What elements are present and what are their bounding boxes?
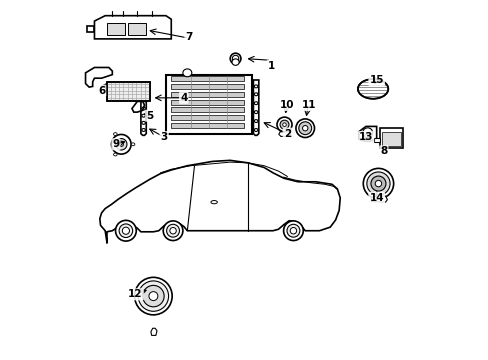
Ellipse shape xyxy=(119,224,132,238)
Bar xyxy=(171,115,244,120)
Ellipse shape xyxy=(280,120,288,129)
Ellipse shape xyxy=(119,142,123,147)
Bar xyxy=(171,92,244,97)
Text: 8: 8 xyxy=(379,147,386,157)
Bar xyxy=(171,84,244,89)
Ellipse shape xyxy=(231,59,239,65)
Polygon shape xyxy=(373,138,380,143)
Text: 9: 9 xyxy=(112,139,119,149)
Text: 3: 3 xyxy=(160,132,167,142)
Ellipse shape xyxy=(286,224,299,237)
Bar xyxy=(381,132,400,146)
Text: 11: 11 xyxy=(301,100,315,110)
Ellipse shape xyxy=(113,153,117,156)
Ellipse shape xyxy=(302,126,307,131)
Text: 2: 2 xyxy=(283,129,290,139)
Ellipse shape xyxy=(111,134,131,154)
Ellipse shape xyxy=(131,143,135,146)
Bar xyxy=(171,108,244,112)
Ellipse shape xyxy=(134,277,172,315)
Ellipse shape xyxy=(298,122,311,135)
Polygon shape xyxy=(370,196,386,202)
Ellipse shape xyxy=(230,53,241,64)
Ellipse shape xyxy=(210,201,217,204)
Bar xyxy=(165,75,251,134)
Ellipse shape xyxy=(295,119,314,138)
Ellipse shape xyxy=(290,228,296,234)
Text: 13: 13 xyxy=(358,132,372,142)
Ellipse shape xyxy=(183,69,191,77)
Ellipse shape xyxy=(115,220,136,241)
Text: 14: 14 xyxy=(368,193,383,203)
Ellipse shape xyxy=(282,123,285,126)
Bar xyxy=(171,100,244,105)
Bar xyxy=(128,23,146,35)
Text: 5: 5 xyxy=(146,111,153,121)
Ellipse shape xyxy=(122,227,129,234)
Bar xyxy=(107,23,124,35)
Bar xyxy=(171,123,244,128)
Bar xyxy=(107,82,149,102)
Text: 6: 6 xyxy=(98,86,105,96)
Polygon shape xyxy=(151,328,157,336)
Ellipse shape xyxy=(366,172,389,195)
Bar xyxy=(107,82,149,102)
Text: 15: 15 xyxy=(368,75,383,85)
Ellipse shape xyxy=(370,176,385,191)
Text: 7: 7 xyxy=(185,32,192,42)
Ellipse shape xyxy=(149,292,158,301)
Ellipse shape xyxy=(163,221,183,240)
Text: 12: 12 xyxy=(128,289,142,299)
Ellipse shape xyxy=(374,180,381,187)
Ellipse shape xyxy=(166,224,179,237)
Bar xyxy=(171,76,244,81)
Ellipse shape xyxy=(169,228,176,234)
Text: 1: 1 xyxy=(267,61,274,71)
Polygon shape xyxy=(278,132,290,136)
Bar xyxy=(380,128,403,148)
Text: 4: 4 xyxy=(180,93,187,103)
Polygon shape xyxy=(358,126,376,141)
Ellipse shape xyxy=(115,139,127,150)
Ellipse shape xyxy=(276,117,291,132)
Ellipse shape xyxy=(283,221,303,240)
Ellipse shape xyxy=(357,79,387,99)
Ellipse shape xyxy=(142,285,164,307)
Ellipse shape xyxy=(113,132,117,135)
Text: 10: 10 xyxy=(280,100,294,110)
Ellipse shape xyxy=(138,281,168,311)
Ellipse shape xyxy=(363,168,393,199)
